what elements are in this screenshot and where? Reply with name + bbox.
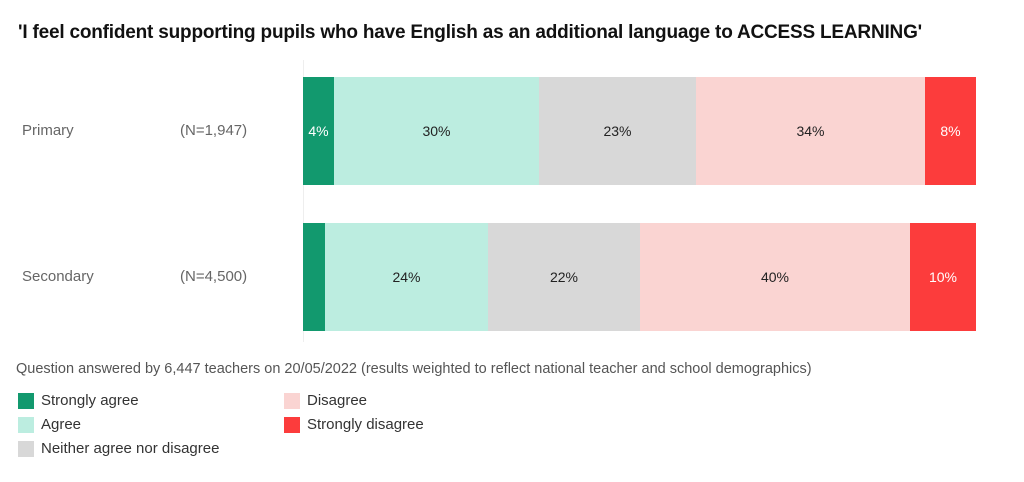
legend-label: Strongly agree xyxy=(41,392,139,409)
legend-item-disagree: Disagree xyxy=(284,392,367,409)
row-label-primary: Primary xyxy=(22,122,74,139)
legend-label: Agree xyxy=(41,416,82,433)
swatch-strongly-disagree xyxy=(284,416,300,433)
swatch-agree xyxy=(18,416,34,433)
chart-title: 'I feel confident supporting pupils who … xyxy=(18,22,922,43)
row-n-primary: (N=1,947) xyxy=(180,122,248,139)
swatch-neither xyxy=(18,440,34,457)
row-label-secondary: Secondary xyxy=(22,268,94,285)
bar-segment-agree: 30% xyxy=(334,77,539,185)
bar-primary: 4% 30% 23% 34% 8% xyxy=(303,77,976,185)
bar-segment-strongly-disagree: 8% xyxy=(925,77,976,185)
legend-label: Neither agree nor disagree xyxy=(41,440,220,457)
bar-secondary: 24% 22% 40% 10% xyxy=(303,223,976,331)
legend-item-neither: Neither agree nor disagree xyxy=(18,440,219,457)
swatch-disagree xyxy=(284,392,300,409)
legend-item-strongly-agree: Strongly agree xyxy=(18,392,139,409)
legend-item-agree: Agree xyxy=(18,416,81,433)
legend-label: Strongly disagree xyxy=(307,416,424,433)
legend-item-strongly-disagree: Strongly disagree xyxy=(284,416,424,433)
bar-segment-agree: 24% xyxy=(325,223,488,331)
swatch-strongly-agree xyxy=(18,392,34,409)
bar-segment-strongly-agree: 4% xyxy=(303,77,334,185)
bar-segment-neither: 22% xyxy=(488,223,640,331)
bar-segment-strongly-agree xyxy=(303,223,325,331)
bar-segment-disagree: 34% xyxy=(696,77,925,185)
axis-line xyxy=(303,60,304,342)
row-n-secondary: (N=4,500) xyxy=(180,268,248,285)
legend-label: Disagree xyxy=(307,392,368,409)
bar-segment-neither: 23% xyxy=(539,77,696,185)
bar-segment-disagree: 40% xyxy=(640,223,910,331)
footnote: Question answered by 6,447 teachers on 2… xyxy=(16,361,812,377)
legend: Strongly agree Agree Neither agree nor d… xyxy=(0,392,1024,472)
bar-segment-strongly-disagree: 10% xyxy=(910,223,976,331)
